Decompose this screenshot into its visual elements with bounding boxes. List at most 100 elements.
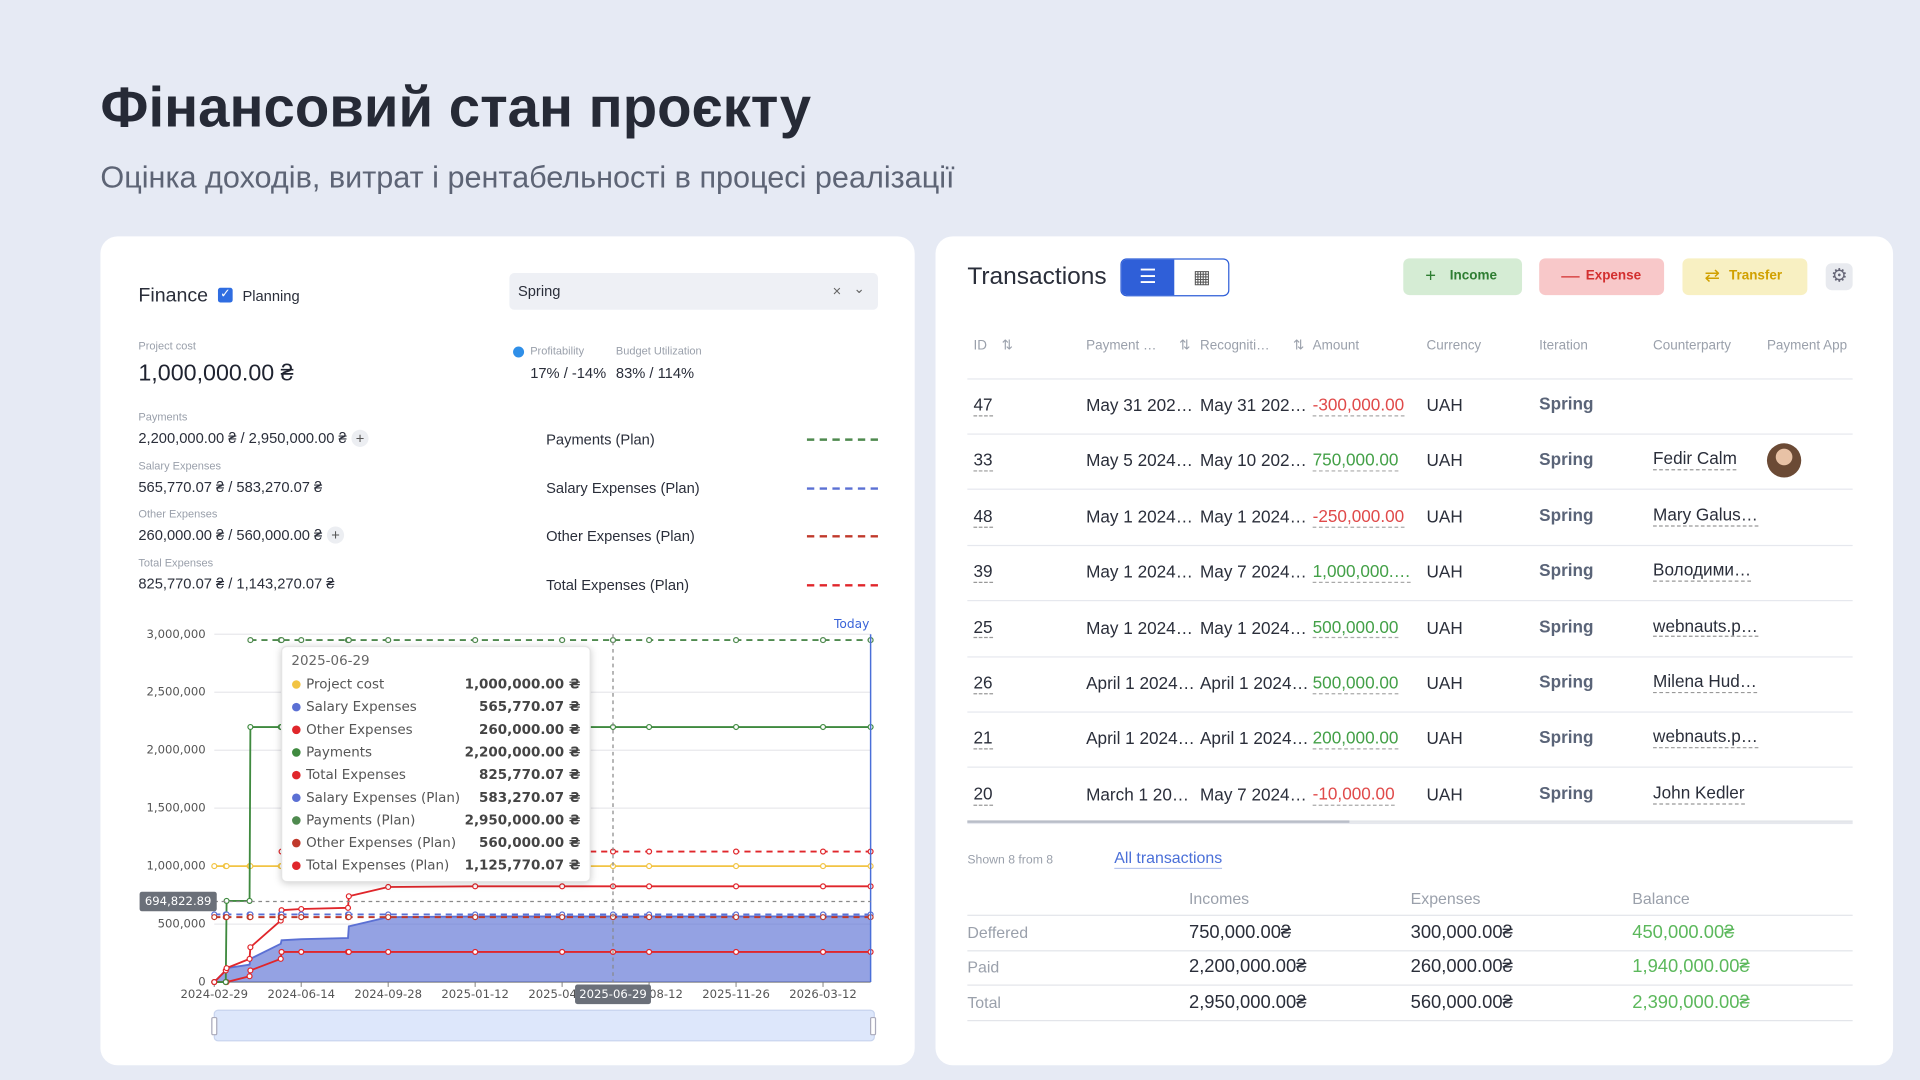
page-title: Фінансовий стан проєкту	[100, 75, 812, 139]
shown-count: Shown 8 from 8	[967, 853, 1054, 867]
cell-payment: May 1 2024…	[1086, 617, 1193, 637]
sort-icon: ⇅	[1179, 338, 1191, 354]
add-button[interactable]: +	[326, 527, 345, 545]
summary-rule	[967, 914, 1853, 916]
summary-header: Expenses	[1410, 889, 1481, 908]
budget-label: Budget Utilization	[615, 344, 702, 358]
button-icon: ⇄	[1704, 265, 1720, 287]
cell-id: 39	[973, 561, 993, 583]
summary-value: 560,000.00₴	[1410, 991, 1513, 1013]
project-cost: 1,000,000.00 ₴	[138, 360, 294, 387]
legend-swatch	[806, 584, 878, 587]
column-header: Payment …	[1086, 338, 1157, 354]
action-button[interactable]	[1403, 258, 1523, 296]
summary-value: 2,390,000.00₴	[1632, 991, 1750, 1013]
button-icon: +	[1425, 265, 1437, 287]
row-rule	[967, 711, 1853, 713]
column-header: Iteration	[1539, 338, 1588, 354]
column-header: Currency	[1426, 338, 1482, 354]
button-label: Transfer	[1728, 268, 1783, 284]
summary-label: Deffered	[967, 923, 1029, 942]
cell-payment: April 1 2024…	[1086, 672, 1195, 693]
legend-swatch	[806, 535, 878, 539]
transactions-title: Transactions	[967, 263, 1107, 291]
metric-label: Total Expenses	[138, 556, 214, 570]
iteration-select[interactable]	[509, 273, 878, 310]
summary-value: 2,200,000.00₴	[1188, 956, 1307, 978]
summary-value: 450,000.00₴	[1632, 922, 1735, 943]
column-header: Amount	[1312, 338, 1360, 354]
cell-recognition: May 10 202…	[1200, 450, 1307, 471]
cell-currency: UAH	[1426, 450, 1463, 471]
planning-label: Planning	[242, 287, 300, 305]
sort-icon: ⇅	[1293, 338, 1305, 354]
cell-counterparty: webnauts.p…	[1653, 616, 1758, 638]
row-rule	[967, 767, 1853, 769]
cell-id: 33	[973, 450, 993, 472]
settings-button[interactable]: ⚙	[1825, 263, 1853, 291]
action-button[interactable]	[1682, 258, 1808, 296]
cell-counterparty: Володими…	[1653, 560, 1752, 582]
metric-label: Payments	[138, 410, 188, 424]
cell-iteration: Spring	[1539, 671, 1594, 692]
legend-swatch	[806, 486, 878, 490]
cell-payment: May 31 202…	[1086, 395, 1193, 415]
legend-swatch	[806, 438, 878, 441]
finance-title: Finance	[138, 285, 209, 307]
summary-rule	[967, 950, 1853, 952]
cell-recognition: May 7 2024…	[1200, 784, 1307, 804]
profitability-label: Profitability	[530, 344, 585, 358]
cell-amount: -250,000.00	[1312, 506, 1405, 528]
select-chevron: ⌄	[853, 282, 865, 297]
row-rule	[967, 600, 1853, 602]
row-rule	[967, 655, 1853, 658]
cell-amount: -300,000.00	[1312, 394, 1405, 417]
list-view[interactable]: ☰	[1121, 259, 1175, 296]
cell-id: 21	[973, 728, 993, 750]
cell-payment: May 1 2024…	[1086, 561, 1193, 582]
cell-counterparty: Fedir Calm	[1653, 449, 1737, 471]
sort-icon: ⇅	[1001, 338, 1013, 354]
cell-iteration: Spring	[1539, 449, 1594, 469]
cell-iteration: Spring	[1539, 616, 1594, 636]
row-rule	[967, 489, 1853, 491]
grid-view[interactable]: ▦	[1193, 266, 1211, 288]
column-header: Payment App	[1766, 338, 1848, 354]
transactions-card	[935, 236, 1894, 1066]
cell-currency: UAH	[1426, 561, 1463, 582]
avatar	[1766, 443, 1802, 479]
cell-currency: UAH	[1426, 395, 1463, 415]
column-header: ID	[973, 338, 987, 354]
add-button[interactable]: +	[351, 429, 369, 447]
cell-counterparty: webnauts.p…	[1653, 727, 1758, 749]
action-button[interactable]	[1539, 258, 1665, 296]
cell-recognition: April 1 2024…	[1200, 728, 1309, 749]
table-bottom	[967, 820, 1853, 823]
cell-iteration: Spring	[1539, 393, 1594, 414]
help-icon[interactable]	[513, 346, 525, 358]
cell-payment: May 1 2024…	[1086, 506, 1193, 526]
summary-rule	[967, 984, 1853, 987]
all-transactions[interactable]: All transactions	[1114, 848, 1223, 869]
summary-value: 2,950,000.00₴	[1188, 991, 1307, 1013]
cell-recognition: May 1 2024…	[1200, 506, 1307, 526]
metric-value: 260,000.00 ₴ / 560,000.00 ₴	[138, 526, 323, 544]
summary-rule	[967, 1019, 1853, 1021]
iteration-value: Spring	[517, 282, 561, 300]
planning-checkbox[interactable]: ✓	[217, 287, 233, 303]
row-rule	[967, 544, 1853, 546]
summary-value: 1,940,000.00₴	[1632, 956, 1750, 978]
cell-recognition: May 1 2024…	[1200, 617, 1307, 637]
cell-currency: UAH	[1426, 506, 1463, 526]
cell-recognition: May 31 202…	[1200, 395, 1307, 415]
legend-label: Other Expenses (Plan)	[546, 527, 695, 546]
cell-recognition: May 7 2024…	[1200, 561, 1307, 582]
cell-iteration: Spring	[1539, 782, 1594, 803]
summary-header: Incomes	[1188, 889, 1250, 908]
column-header: Recogniti…	[1200, 338, 1270, 354]
select-clear: ×	[832, 282, 842, 300]
cell-id: 26	[973, 672, 993, 695]
cell-amount: 750,000.00	[1312, 450, 1399, 472]
